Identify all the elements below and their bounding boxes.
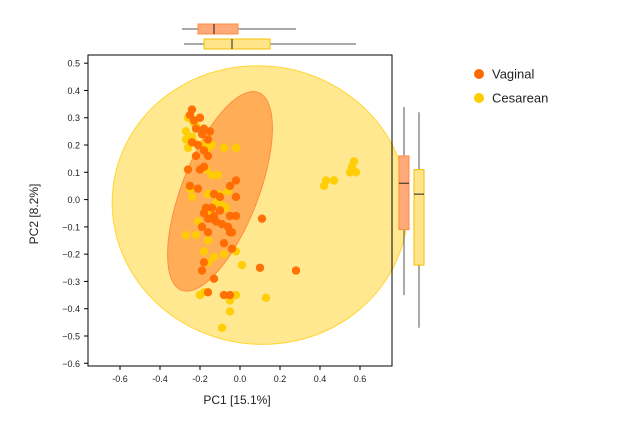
point-cesarean-14 (207, 170, 217, 180)
y-tick-label: 0.4 (67, 86, 80, 96)
point-vaginal-40 (219, 239, 229, 248)
y-axis: 0.5 0.4 0.3 0.2 0.1 0.0 −0.1 −0.2 −0.3 −0.4 −0.5 −0… (62, 59, 88, 369)
legend-marker-cesarean (474, 93, 484, 103)
point-cesarean-3 (181, 127, 191, 136)
pc1-box-cesarean (203, 38, 271, 50)
y-tick-label: 0.2 (67, 141, 80, 151)
point-vaginal-39 (227, 228, 237, 237)
point-cesarean-40 (225, 307, 235, 316)
x-tick-label: 0.4 (314, 374, 327, 384)
scatter-points (181, 105, 361, 333)
y-tick-label: 0.5 (67, 59, 80, 69)
point-cesarean-27 (181, 230, 191, 240)
x-tick-label: 0.0 (234, 374, 247, 384)
point-cesarean-36 (195, 290, 205, 300)
x-tick-label: -0.2 (192, 374, 208, 384)
legend: Vaginal Cesarean (474, 67, 548, 106)
pc1-boxplots (182, 23, 356, 50)
y-tick-label: −0.2 (62, 250, 80, 260)
y-tick-label: −0.4 (62, 304, 80, 314)
x-tick-label: -0.6 (112, 374, 128, 384)
point-vaginal-25 (207, 203, 217, 212)
point-vaginal-10 (187, 138, 197, 147)
point-cesarean-29 (199, 247, 209, 256)
y-tick-label: −0.1 (62, 222, 80, 232)
point-vaginal-5 (191, 124, 201, 133)
point-vaginal-17 (185, 181, 195, 191)
point-vaginal-48 (203, 288, 213, 297)
point-cesarean-48 (321, 176, 331, 185)
point-vaginal-7 (205, 127, 215, 136)
point-cesarean-38 (231, 290, 241, 300)
pc2-box-cesarean (413, 169, 425, 266)
point-cesarean-17 (187, 192, 197, 202)
point-vaginal-43 (199, 258, 209, 267)
point-vaginal-50 (225, 290, 235, 300)
point-vaginal-29 (225, 211, 235, 221)
point-cesarean-46 (351, 168, 361, 177)
point-vaginal-37 (203, 228, 213, 237)
pc1-box-vaginal (197, 23, 239, 35)
point-vaginal-41 (227, 244, 237, 253)
point-cesarean-18 (203, 189, 213, 199)
legend-label-vaginal: Vaginal (492, 67, 535, 82)
point-vaginal-14 (183, 165, 193, 174)
y-tick-label: 0.0 (67, 195, 80, 205)
point-cesarean-47 (349, 157, 359, 166)
point-cesarean-15 (213, 170, 223, 180)
confidence-ellipses (111, 65, 409, 345)
point-vaginal-36 (197, 222, 207, 232)
y-tick-label: −0.6 (62, 359, 80, 369)
x-tick-label: 0.2 (274, 374, 287, 384)
point-cesarean-41 (217, 323, 227, 333)
pc2-box-vaginal (398, 155, 410, 231)
point-vaginal-45 (209, 274, 219, 283)
point-cesarean-33 (237, 260, 247, 270)
y-tick-label: 0.3 (67, 113, 80, 123)
x-axis-title: PC1 [15.1%] (203, 393, 270, 407)
point-cesarean-11 (219, 143, 229, 152)
point-vaginal-13 (191, 151, 201, 161)
x-tick-label: -0.4 (152, 374, 168, 384)
point-cesarean-39 (261, 293, 271, 302)
point-vaginal-16 (195, 165, 205, 174)
point-vaginal-44 (197, 266, 207, 275)
point-vaginal-20 (225, 181, 235, 191)
y-tick-label: −0.5 (62, 331, 80, 341)
y-tick-label: −0.3 (62, 277, 80, 287)
y-axis-title: PC2 [8.2%] (27, 184, 41, 245)
x-tick-label: 0.6 (354, 374, 367, 384)
point-vaginal-26 (215, 206, 225, 215)
point-cesarean-26 (191, 230, 201, 240)
point-vaginal-12 (203, 151, 213, 161)
point-vaginal-19 (231, 176, 241, 185)
pc2-boxplots (398, 106, 425, 328)
point-vaginal-3 (195, 113, 205, 122)
point-cesarean-43 (329, 176, 339, 185)
y-tick-label: 0.1 (67, 168, 80, 178)
point-cesarean-30 (209, 252, 219, 262)
point-vaginal-21 (231, 192, 241, 202)
point-vaginal-18 (193, 184, 203, 193)
point-cesarean-12 (231, 143, 241, 152)
point-vaginal-33 (199, 209, 209, 218)
point-vaginal-47 (291, 266, 301, 275)
point-vaginal-8 (203, 135, 213, 144)
point-cesarean-31 (219, 249, 229, 259)
x-axis: -0.6 -0.4 -0.2 0.0 0.2 0.4 0.6 (112, 366, 366, 384)
point-vaginal-23 (209, 189, 219, 199)
point-vaginal-46 (255, 263, 265, 272)
legend-marker-vaginal (474, 69, 484, 79)
legend-label-cesarean: Cesarean (492, 91, 548, 106)
point-vaginal-42 (257, 214, 267, 223)
point-vaginal-30 (231, 211, 241, 221)
point-vaginal-49 (219, 290, 229, 300)
point-vaginal-6 (197, 129, 207, 139)
point-cesarean-28 (203, 236, 213, 245)
